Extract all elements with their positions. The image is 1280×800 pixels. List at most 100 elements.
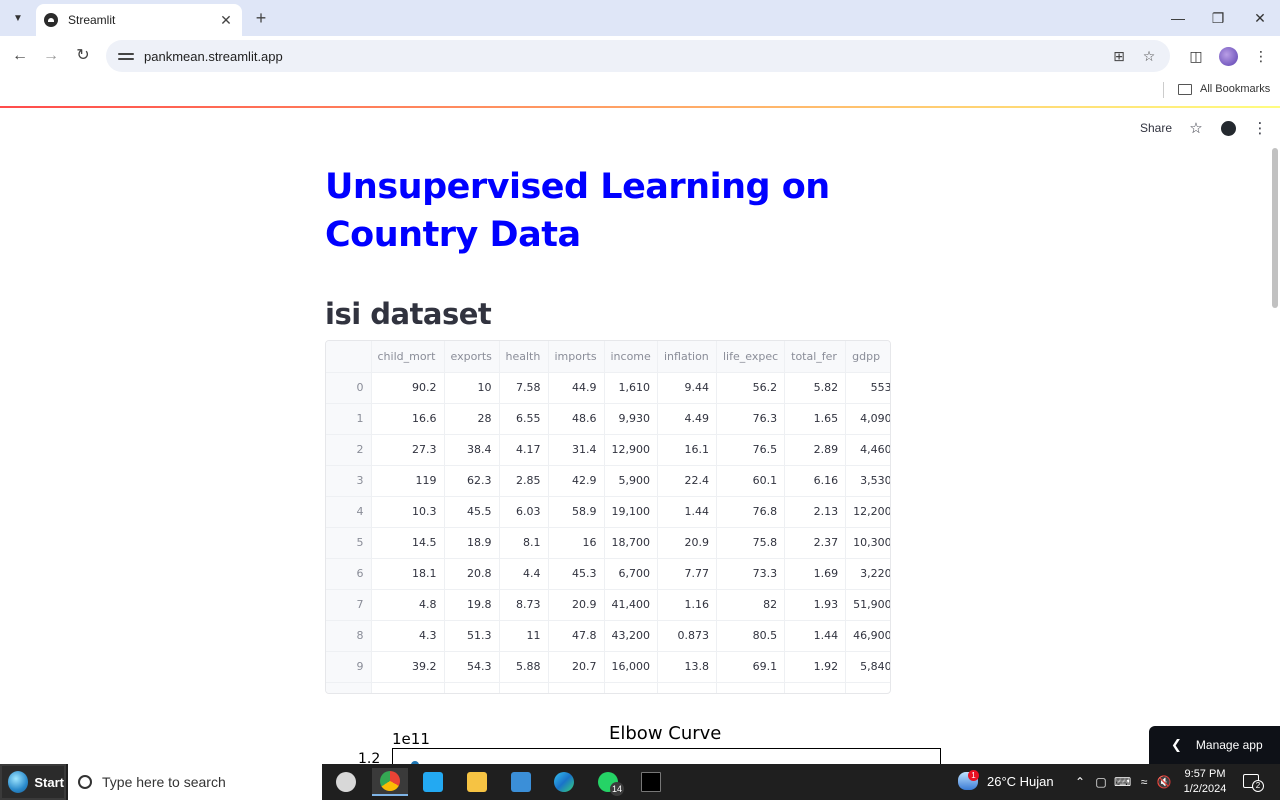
install-app-icon[interactable]: ⊞ [1113, 48, 1125, 64]
table-cell[interactable]: 5,900 [604, 465, 658, 497]
table-cell[interactable]: 6.16 [784, 465, 847, 497]
folder-icon[interactable] [1178, 84, 1192, 95]
edge-app[interactable] [546, 768, 582, 796]
table-cell[interactable]: 13.8 [657, 651, 717, 683]
forward-icon[interactable]: → [43, 47, 59, 64]
restore-icon[interactable]: ❐ [1211, 10, 1225, 26]
table-cell[interactable]: 4,090 [845, 403, 890, 435]
table-cell[interactable]: 75.8 [716, 527, 786, 559]
table-cell[interactable]: 20.8 [444, 558, 500, 590]
table-cell[interactable]: 19.8 [444, 589, 500, 621]
url-text[interactable]: pankmean.streamlit.app [144, 48, 283, 64]
row-index[interactable]: 3 [326, 465, 372, 497]
table-cell[interactable]: 553 [845, 372, 890, 404]
row-index[interactable]: 8 [326, 620, 372, 652]
address-bar[interactable]: pankmean.streamlit.app ⊞ ☆ [106, 40, 1170, 72]
row-index[interactable]: 4 [326, 496, 372, 528]
table-cell[interactable]: 20.9 [657, 527, 717, 559]
table-cell[interactable]: 62.3 [444, 465, 500, 497]
dataframe[interactable]: child_mort exports health imports income infl… [325, 340, 891, 694]
table-cell[interactable]: 9,930 [604, 403, 658, 435]
table-cell[interactable]: 38.4 [444, 434, 500, 466]
site-info-icon[interactable] [118, 48, 134, 64]
table-cell[interactable]: 16 [548, 527, 605, 559]
row-index[interactable]: 0 [326, 372, 372, 404]
table-cell[interactable]: 19,100 [604, 496, 658, 528]
table-cell[interactable]: 5.82 [784, 372, 847, 404]
column-header[interactable]: imports [548, 341, 605, 373]
table-cell[interactable]: 2.13 [784, 496, 847, 528]
table-cell[interactable]: 16,000 [604, 651, 658, 683]
taskbar-search[interactable]: Type here to search [68, 764, 322, 800]
table-cell[interactable]: 0.873 [657, 620, 717, 652]
table-cell[interactable]: 1.16 [657, 589, 717, 621]
whatsapp-app[interactable]: 14 [590, 768, 626, 796]
table-cell[interactable]: 46,900 [845, 620, 890, 652]
table-cell[interactable]: 9.44 [657, 372, 717, 404]
row-index[interactable]: 7 [326, 589, 372, 621]
clock[interactable]: 9:57 PM 1/2/2024 [1178, 767, 1232, 797]
table-cell[interactable]: 4.49 [657, 403, 717, 435]
table-cell[interactable]: 14.5 [371, 527, 445, 559]
table-cell[interactable]: 42.9 [548, 465, 605, 497]
table-cell[interactable]: 4.8 [371, 589, 445, 621]
speaker-muted-icon[interactable]: 🔇 [1156, 775, 1172, 789]
table-cell[interactable]: 80.5 [716, 620, 786, 652]
row-index[interactable]: 5 [326, 527, 372, 559]
back-icon[interactable]: ← [12, 47, 28, 64]
table-cell[interactable]: 5,840 [845, 651, 890, 683]
table-cell[interactable]: 16.1 [657, 434, 717, 466]
tab-search-icon[interactable]: ▼ [13, 12, 23, 24]
table-cell[interactable]: 51,900 [845, 589, 890, 621]
table-cell[interactable]: 4,460 [845, 434, 890, 466]
close-icon[interactable]: ✕ [220, 11, 232, 28]
table-cell[interactable]: 1.65 [784, 403, 847, 435]
wifi-icon[interactable]: ≈ [1140, 775, 1148, 789]
row-index[interactable]: 2 [326, 434, 372, 466]
table-cell[interactable]: 54.3 [444, 651, 500, 683]
column-header[interactable]: health [499, 341, 549, 373]
column-header[interactable]: life_expec [716, 341, 786, 373]
table-cell[interactable]: 60.1 [716, 465, 786, 497]
table-cell[interactable]: 58.9 [548, 496, 605, 528]
browser-tab[interactable]: Streamlit ✕ [36, 4, 242, 36]
close-window-icon[interactable]: ✕ [1254, 10, 1266, 26]
table-cell[interactable]: 1.69 [784, 558, 847, 590]
table-cell[interactable]: 27.3 [371, 434, 445, 466]
table-cell[interactable]: 6.03 [499, 496, 549, 528]
table-cell[interactable]: 51.3 [444, 620, 500, 652]
manage-app-button[interactable]: ❮ Manage app [1149, 726, 1280, 764]
chrome-app[interactable] [372, 768, 408, 796]
side-panel-icon[interactable]: ◫ [1189, 48, 1203, 64]
table-cell[interactable]: 6,700 [604, 558, 658, 590]
table-cell[interactable]: 6.55 [499, 403, 549, 435]
table-cell[interactable]: 1.92 [784, 651, 847, 683]
table-cell[interactable]: 18,700 [604, 527, 658, 559]
bookmark-star-icon[interactable]: ☆ [1142, 48, 1156, 64]
github-icon[interactable] [1221, 121, 1236, 136]
table-cell[interactable]: 2.89 [784, 434, 847, 466]
more-options-icon[interactable]: ⋮ [1252, 120, 1268, 137]
all-bookmarks-link[interactable]: All Bookmarks [1200, 83, 1271, 95]
table-cell[interactable]: 5.88 [499, 651, 549, 683]
table-cell[interactable]: 4.17 [499, 434, 549, 466]
table-cell[interactable]: 48.6 [548, 403, 605, 435]
input-language-icon[interactable]: ⌨ [1114, 775, 1132, 789]
table-cell[interactable]: 43,200 [604, 620, 658, 652]
table-cell[interactable]: 45.5 [444, 496, 500, 528]
table-cell[interactable]: 10.3 [371, 496, 445, 528]
table-cell[interactable]: 10,300 [845, 527, 890, 559]
photos-app[interactable] [503, 768, 539, 796]
table-cell[interactable]: 1.44 [657, 496, 717, 528]
table-cell[interactable]: 20.7 [548, 651, 605, 683]
table-cell[interactable]: 44.9 [548, 372, 605, 404]
browser-menu-icon[interactable]: ⋮ [1254, 48, 1268, 64]
page-scrollbar[interactable] [1272, 148, 1278, 308]
table-cell[interactable]: 82 [716, 589, 786, 621]
table-cell[interactable]: 1.44 [784, 620, 847, 652]
table-cell[interactable]: 31.4 [548, 434, 605, 466]
minimize-icon[interactable]: — [1171, 10, 1185, 26]
table-cell[interactable]: 20.9 [548, 589, 605, 621]
tray-chevron-up-icon[interactable]: ⌃ [1074, 775, 1086, 789]
table-cell[interactable]: 7.77 [657, 558, 717, 590]
